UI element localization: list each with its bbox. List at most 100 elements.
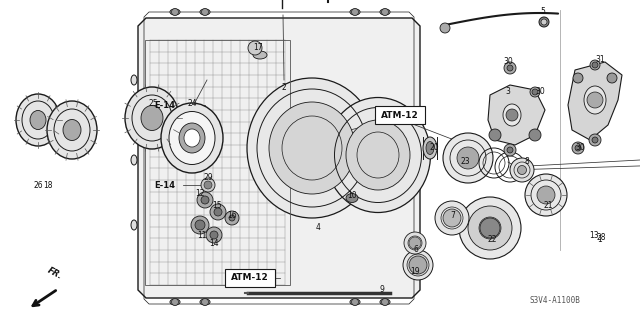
Circle shape — [214, 208, 222, 216]
Text: 6: 6 — [413, 246, 419, 255]
Text: 25: 25 — [148, 99, 158, 108]
Circle shape — [201, 196, 209, 204]
Circle shape — [507, 147, 513, 153]
Polygon shape — [488, 85, 545, 145]
Ellipse shape — [326, 98, 431, 212]
Circle shape — [443, 209, 461, 227]
Circle shape — [504, 62, 516, 74]
Circle shape — [351, 299, 358, 306]
Ellipse shape — [468, 206, 512, 250]
Text: 30: 30 — [503, 57, 513, 66]
Circle shape — [202, 9, 209, 16]
Ellipse shape — [131, 220, 137, 230]
Circle shape — [587, 92, 603, 108]
Circle shape — [572, 142, 584, 154]
Text: 18: 18 — [44, 181, 52, 189]
Text: 13: 13 — [589, 231, 599, 240]
Ellipse shape — [407, 254, 429, 276]
Ellipse shape — [380, 299, 390, 305]
Circle shape — [210, 204, 226, 220]
Ellipse shape — [459, 197, 521, 259]
Text: 29: 29 — [203, 174, 213, 182]
Circle shape — [191, 216, 209, 234]
Circle shape — [532, 89, 538, 95]
Ellipse shape — [346, 194, 358, 203]
Polygon shape — [138, 18, 420, 298]
Circle shape — [381, 9, 388, 16]
Ellipse shape — [30, 110, 46, 130]
Ellipse shape — [200, 299, 210, 305]
Polygon shape — [568, 62, 622, 140]
Ellipse shape — [47, 101, 97, 159]
Ellipse shape — [269, 102, 355, 194]
Circle shape — [229, 215, 235, 221]
Text: E-14: E-14 — [154, 100, 175, 109]
Circle shape — [210, 231, 218, 239]
Text: 16: 16 — [227, 211, 237, 219]
Ellipse shape — [184, 129, 200, 147]
Text: 30: 30 — [575, 144, 585, 152]
Text: 8: 8 — [525, 158, 529, 167]
Ellipse shape — [179, 123, 205, 153]
Circle shape — [530, 87, 540, 97]
Circle shape — [204, 181, 212, 189]
Text: 14: 14 — [209, 239, 219, 248]
Text: 28: 28 — [596, 234, 605, 242]
Circle shape — [172, 299, 179, 306]
Ellipse shape — [200, 9, 210, 15]
Ellipse shape — [170, 299, 180, 305]
Text: 24: 24 — [187, 99, 197, 108]
Circle shape — [172, 9, 179, 16]
FancyBboxPatch shape — [375, 106, 425, 124]
Circle shape — [409, 256, 427, 274]
Ellipse shape — [503, 104, 521, 126]
Text: 20: 20 — [429, 144, 439, 152]
Text: 31: 31 — [595, 56, 605, 64]
Text: 26: 26 — [33, 181, 43, 189]
Ellipse shape — [350, 299, 360, 305]
Text: 4: 4 — [316, 224, 321, 233]
Ellipse shape — [161, 103, 223, 173]
Ellipse shape — [346, 120, 410, 190]
Ellipse shape — [510, 158, 534, 182]
Circle shape — [573, 73, 583, 83]
Ellipse shape — [518, 166, 527, 174]
Circle shape — [590, 60, 600, 70]
Ellipse shape — [170, 9, 180, 15]
Ellipse shape — [443, 133, 493, 183]
Circle shape — [507, 65, 513, 71]
Ellipse shape — [131, 155, 137, 165]
Ellipse shape — [584, 86, 606, 114]
Ellipse shape — [404, 232, 426, 254]
Text: 12: 12 — [195, 189, 205, 197]
Ellipse shape — [525, 174, 567, 216]
Circle shape — [541, 19, 547, 25]
Ellipse shape — [479, 217, 501, 239]
Circle shape — [248, 41, 262, 55]
Circle shape — [440, 23, 450, 33]
Circle shape — [197, 192, 213, 208]
Circle shape — [489, 129, 501, 141]
Circle shape — [506, 109, 518, 121]
Text: 9: 9 — [380, 286, 385, 294]
Text: 30: 30 — [535, 87, 545, 97]
Ellipse shape — [403, 250, 433, 280]
Ellipse shape — [125, 87, 179, 149]
Text: 11: 11 — [197, 231, 207, 240]
Circle shape — [592, 62, 598, 68]
Ellipse shape — [537, 186, 555, 204]
Circle shape — [195, 220, 205, 230]
Text: 22: 22 — [487, 235, 497, 244]
Ellipse shape — [426, 142, 434, 154]
Text: FR.: FR. — [46, 266, 64, 281]
Text: 3: 3 — [506, 87, 511, 97]
Ellipse shape — [435, 201, 469, 235]
Circle shape — [575, 145, 581, 151]
Text: 23: 23 — [460, 158, 470, 167]
Circle shape — [589, 134, 601, 146]
Circle shape — [409, 237, 421, 249]
Text: 15: 15 — [212, 201, 222, 210]
Circle shape — [202, 299, 209, 306]
Circle shape — [206, 227, 222, 243]
Ellipse shape — [141, 106, 163, 130]
